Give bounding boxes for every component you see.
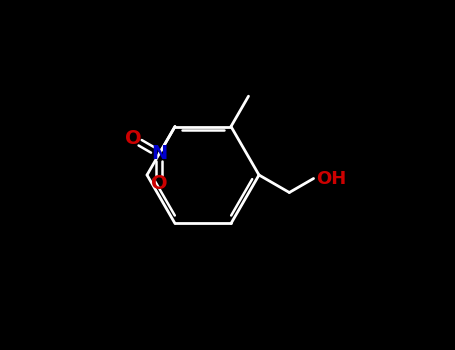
Text: N: N xyxy=(151,144,167,163)
Text: O: O xyxy=(125,130,142,148)
Text: OH: OH xyxy=(316,169,347,188)
Text: O: O xyxy=(151,174,167,193)
